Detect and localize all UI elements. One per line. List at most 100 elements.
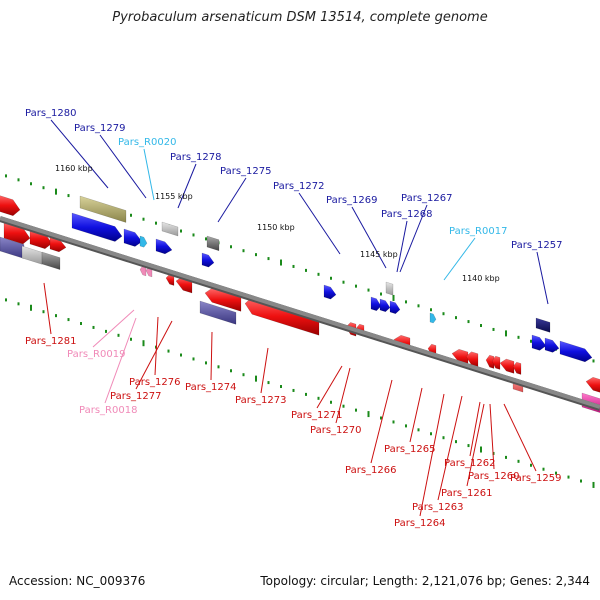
gene-label: Pars_1273	[235, 395, 286, 406]
tick-mark	[167, 349, 170, 353]
tick-mark	[5, 174, 7, 178]
tick-mark	[430, 432, 432, 436]
tick-mark	[417, 304, 420, 308]
tick-mark	[67, 318, 70, 322]
gene-block	[123, 228, 143, 247]
tick-mark	[592, 481, 595, 488]
gene-label: Pars_1259	[510, 473, 561, 484]
tick-mark	[130, 213, 132, 217]
gene-label: Pars_1267	[401, 193, 452, 204]
gene-label: Pars_1266	[345, 465, 396, 476]
gene-block	[491, 355, 501, 370]
page-title: Pyrobaculum arsenaticum DSM 13514, compl…	[112, 10, 488, 25]
gene-label: Pars_1257	[511, 240, 562, 251]
gene-label: Pars_1260	[468, 471, 519, 482]
gene-block	[323, 284, 337, 300]
gene-label: Pars_1271	[291, 410, 342, 421]
label-leader	[210, 331, 213, 381]
tick-mark	[355, 408, 357, 412]
tick-mark	[180, 229, 182, 233]
tick-mark	[592, 359, 595, 363]
tick-mark	[455, 440, 457, 444]
tick-mark	[192, 233, 195, 237]
tick-mark	[5, 298, 7, 302]
label-leader	[316, 365, 343, 409]
tick-mark	[380, 416, 382, 420]
gene-block	[41, 251, 61, 271]
gene-block	[155, 238, 173, 255]
tick-mark	[530, 463, 532, 467]
tick-mark	[80, 322, 82, 326]
accession-text: Accession: NC_009376	[9, 574, 146, 588]
gene-block	[559, 340, 593, 363]
tick-mark	[505, 455, 507, 459]
gene-block	[379, 298, 391, 313]
tick-mark	[242, 249, 245, 253]
label-leader	[370, 379, 393, 464]
tick-mark	[180, 353, 182, 357]
label-leader	[154, 316, 159, 376]
rna-block	[429, 312, 437, 324]
label-leader	[489, 403, 495, 470]
label-leader	[298, 192, 341, 255]
gene-label: Pars_1262	[444, 458, 495, 469]
genome-info-text: Topology: circular; Length: 2,121,076 bp…	[260, 574, 590, 588]
tick-mark	[280, 259, 282, 266]
gene-block	[79, 195, 127, 223]
gene-label: Pars_R0019	[67, 349, 125, 360]
gene-block	[544, 337, 560, 353]
label-leader	[177, 163, 197, 209]
label-leader	[50, 119, 109, 189]
label-leader	[92, 309, 135, 348]
tick-mark	[42, 186, 45, 190]
scale-label: 1145 kbp	[360, 250, 398, 259]
tick-mark	[242, 373, 245, 377]
label-leader	[399, 204, 428, 273]
tick-mark	[405, 424, 407, 428]
label-leader	[469, 401, 481, 457]
gene-label: Pars_1278	[170, 152, 221, 163]
tick-mark	[142, 340, 145, 347]
tick-mark	[555, 471, 557, 475]
gene-block	[199, 300, 237, 325]
gene-block	[499, 358, 515, 374]
tick-mark	[505, 330, 507, 337]
label-leader	[351, 206, 387, 269]
tick-mark	[442, 312, 445, 316]
tick-mark	[517, 459, 520, 463]
gene-label: Pars_1277	[110, 391, 161, 402]
gene-label: Pars_R0020	[118, 137, 176, 148]
tick-mark	[292, 388, 295, 392]
tick-mark	[42, 310, 45, 314]
tick-mark	[205, 361, 207, 365]
gene-block	[512, 361, 522, 375]
gene-block	[161, 221, 179, 237]
gene-label: Pars_1280	[25, 108, 76, 119]
tick-mark	[580, 479, 582, 483]
label-leader	[536, 251, 549, 305]
gene-label: Pars_1281	[25, 336, 76, 347]
tick-mark	[442, 436, 445, 440]
gene-label: Pars_1263	[412, 502, 463, 513]
label-leader	[217, 177, 247, 223]
tick-mark	[480, 446, 482, 453]
gene-block	[370, 296, 382, 312]
gene-label: Pars_1261	[441, 488, 492, 499]
label-leader	[443, 237, 476, 281]
tick-mark	[492, 327, 495, 331]
tick-mark	[230, 369, 232, 373]
label-leader	[335, 367, 351, 424]
tick-mark	[542, 467, 545, 471]
label-leader	[43, 282, 52, 335]
tick-mark	[255, 375, 257, 382]
tick-mark	[105, 329, 107, 333]
gene-label: Pars_1272	[273, 181, 324, 192]
tick-mark	[467, 320, 470, 324]
label-leader	[503, 403, 537, 472]
gene-label: Pars_1265	[384, 444, 435, 455]
gene-block	[21, 245, 43, 265]
tick-mark	[67, 194, 70, 198]
tick-mark	[280, 385, 282, 389]
tick-mark	[267, 257, 270, 261]
tick-mark	[142, 217, 145, 221]
